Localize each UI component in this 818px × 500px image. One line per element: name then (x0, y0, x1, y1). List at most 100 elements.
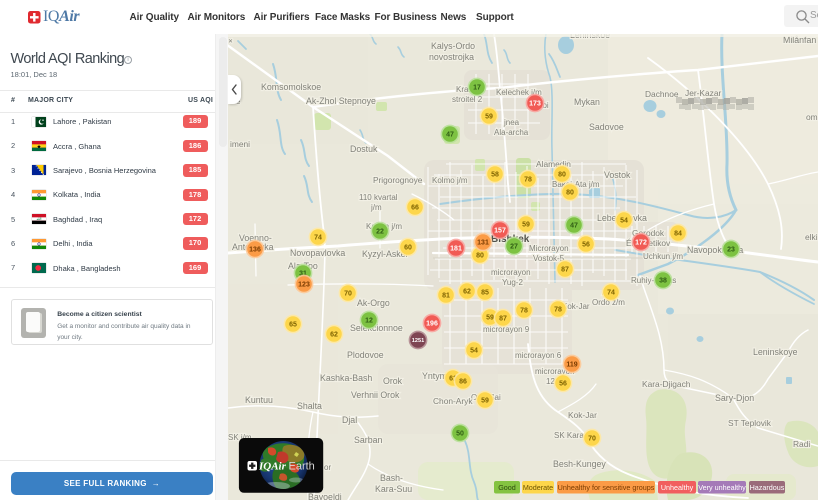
svg-text:58: 58 (491, 172, 499, 179)
svg-text:110 kvartal: 110 kvartal (359, 193, 398, 202)
svg-text:SK Kara-Too: SK Kara-Too (554, 431, 600, 440)
svg-text:84: 84 (674, 231, 682, 238)
svg-text:Chon-Aryk: Chon-Aryk (433, 396, 473, 406)
svg-text:microrayon 6: microrayon 6 (515, 351, 562, 360)
svg-text:Dachnoe: Dachnoe (645, 89, 679, 99)
svg-text:38: 38 (659, 278, 667, 285)
svg-text:Djal: Djal (342, 415, 357, 425)
svg-text:Uchkun j/m: Uchkun j/m (643, 252, 683, 261)
svg-text:66: 66 (411, 205, 419, 212)
svg-text:SK j/m: SK j/m (228, 433, 252, 442)
svg-text:86: 86 (459, 379, 467, 386)
svg-text:Kashka-Bash: Kashka-Bash (320, 373, 372, 383)
svg-text:Kuntuu: Kuntuu (245, 395, 273, 405)
svg-text:47: 47 (446, 132, 454, 139)
svg-text:Bakai-Ata j/m: Bakai-Ata j/m (552, 180, 600, 189)
svg-text:Microrayon: Microrayon (529, 244, 569, 253)
svg-text:Moderate: Moderate (523, 483, 553, 492)
svg-text:1251: 1251 (412, 338, 424, 344)
svg-text:Yug-2: Yug-2 (502, 278, 523, 287)
svg-text:Prigorognoye: Prigorognoye (373, 175, 423, 185)
svg-text:131: 131 (477, 240, 489, 247)
svg-text:50: 50 (456, 431, 464, 438)
svg-text:om: om (806, 112, 818, 122)
svg-text:Kok-Jar: Kok-Jar (568, 410, 597, 420)
svg-text:Very unhealthy: Very unhealthy (698, 483, 746, 492)
svg-text:Sarban: Sarban (354, 435, 382, 445)
svg-text:Kyzyl-Asker: Kyzyl-Asker (362, 249, 409, 259)
svg-text:56: 56 (559, 381, 567, 388)
svg-text:imeni: imeni (230, 139, 250, 149)
svg-text:54: 54 (470, 348, 478, 355)
svg-text:Ordo ž/m: Ordo ž/m (592, 298, 625, 307)
svg-text:Mykan: Mykan (574, 97, 600, 107)
svg-text:Kolmo j/m: Kolmo j/m (432, 176, 468, 185)
svg-text:microrayon: microrayon (535, 367, 575, 376)
svg-text:Vostok-5: Vostok-5 (533, 254, 565, 263)
svg-text:j/m: j/m (370, 203, 382, 212)
svg-text:Ak-Orgo: Ak-Orgo (357, 298, 390, 308)
svg-text:119: 119 (566, 362, 577, 369)
svg-text:Plodovoe: Plodovoe (347, 350, 384, 360)
svg-text:62: 62 (330, 332, 338, 339)
svg-text:27: 27 (510, 244, 518, 251)
svg-text:78: 78 (520, 308, 528, 315)
svg-text:Novopavlovka: Novopavlovka (290, 248, 345, 258)
svg-text:59: 59 (486, 315, 494, 322)
svg-text:74: 74 (314, 235, 322, 242)
svg-text:Voenno-: Voenno- (239, 233, 272, 243)
svg-text:Ak-Zhol Stepnoye: Ak-Zhol Stepnoye (306, 96, 376, 106)
svg-text:Leninskoye: Leninskoye (753, 347, 798, 357)
svg-text:Kara-Djigach: Kara-Djigach (642, 379, 691, 389)
svg-text:Dostuk: Dostuk (350, 144, 378, 154)
svg-text:172: 172 (635, 240, 647, 247)
svg-text:Ala-archa: Ala-archa (494, 128, 529, 137)
svg-text:microrayon: microrayon (491, 268, 531, 277)
svg-text:23: 23 (727, 247, 735, 254)
svg-text:136: 136 (249, 247, 261, 254)
svg-text:74: 74 (607, 290, 615, 297)
svg-text:181: 181 (450, 246, 462, 253)
svg-text:80: 80 (566, 190, 574, 197)
svg-text:62: 62 (463, 289, 471, 296)
svg-text:123: 123 (298, 282, 310, 289)
svg-text:61: 61 (449, 376, 457, 383)
svg-text:Orok: Orok (383, 376, 403, 386)
svg-text:85: 85 (481, 290, 489, 297)
svg-text:56: 56 (582, 242, 590, 249)
svg-text:31: 31 (299, 271, 307, 278)
svg-text:Besh-Kungey: Besh-Kungey (553, 459, 606, 469)
svg-text:ST Teplovik: ST Teplovik (728, 418, 772, 428)
svg-text:70: 70 (344, 291, 352, 298)
svg-text:Kelechek j/m: Kelechek j/m (496, 88, 542, 97)
svg-text:Radi: Radi (793, 439, 810, 449)
svg-text:173: 173 (529, 101, 541, 108)
svg-text:Bash-: Bash- (380, 473, 403, 483)
svg-text:Jer-Kazar: Jer-Kazar (685, 88, 722, 98)
svg-text:Vostok: Vostok (604, 170, 631, 180)
svg-text:78: 78 (554, 307, 562, 314)
svg-text:59: 59 (481, 398, 489, 405)
svg-text:47: 47 (570, 223, 578, 230)
svg-text:80: 80 (476, 253, 484, 260)
svg-text:✕: ✕ (228, 39, 233, 45)
svg-text:Hazardous: Hazardous (750, 483, 785, 492)
svg-text:22: 22 (376, 229, 384, 236)
svg-text:87: 87 (561, 267, 569, 274)
svg-text:IQAir: IQAir (258, 461, 287, 473)
svg-text:Unhealthy for sensitive groups: Unhealthy for sensitive groups (558, 483, 655, 492)
svg-text:novostrojka: novostrojka (429, 52, 474, 62)
svg-text:Kok-Jar: Kok-Jar (562, 302, 590, 311)
svg-text:or: or (324, 463, 331, 472)
svg-text:Good: Good (498, 483, 516, 492)
svg-text:Kalys-Ordo: Kalys-Ordo (431, 41, 475, 51)
svg-text:jnea: jnea (503, 118, 520, 127)
svg-text:microrayon 9: microrayon 9 (483, 325, 530, 334)
svg-text:196: 196 (426, 321, 438, 328)
svg-text:59: 59 (522, 222, 530, 229)
svg-text:17: 17 (473, 85, 481, 92)
svg-text:12: 12 (365, 318, 373, 325)
svg-text:70: 70 (588, 436, 596, 443)
svg-text:12: 12 (546, 377, 555, 386)
svg-text:Earth: Earth (289, 461, 315, 473)
